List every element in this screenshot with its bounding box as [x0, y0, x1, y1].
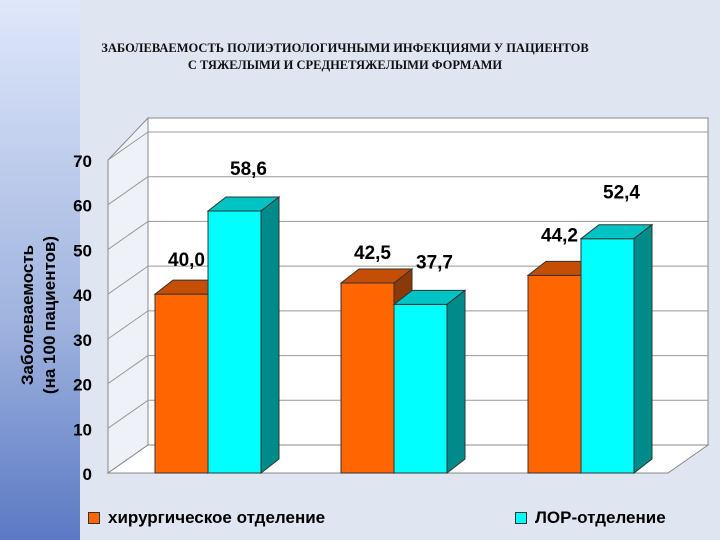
bar-s1-c1: [393, 303, 448, 474]
data-label-s1-c1: 37,7: [416, 252, 453, 273]
bar-side-s1-c0: [260, 195, 280, 475]
bar-s0-c1: [340, 282, 395, 474]
gridline-side-20: [107, 355, 149, 384]
bar-s0-c0: [154, 293, 209, 474]
bar-side-s1-c2: [633, 223, 653, 475]
data-label-s1-c0: 58,6: [230, 159, 267, 180]
y-tick-label-30: 30: [73, 331, 92, 350]
gridline-side-60: [107, 176, 149, 206]
bar-s1-c2: [580, 238, 635, 474]
gridline-side-70: [107, 131, 149, 161]
legend-swatch-surgery: [88, 512, 100, 524]
gridline-side-40: [107, 265, 149, 295]
bar-s0-c2: [527, 274, 582, 474]
chart-title: ЗАБОЛЕВАЕМОСТЬ ПОЛИЭТИОЛОГИЧНЫМИ ИНФЕКЦИ…: [20, 40, 670, 74]
data-label-s1-c2: 52,4: [603, 183, 640, 204]
legend-label-surgery: хирургическое отделение: [108, 508, 326, 527]
y-tick-label-50: 50: [73, 241, 92, 260]
left-decorative-band: [0, 0, 80, 540]
y-axis-title-line1: Заболеваемость: [18, 245, 37, 385]
gridline-side-30: [107, 310, 149, 340]
legend-item-ent: ЛОР-отделение: [515, 508, 666, 528]
chart-title-line1: ЗАБОЛЕВАЕМОСТЬ ПОЛИЭТИОЛОГИЧНЫМИ ИНФЕКЦИ…: [101, 41, 589, 55]
legend-item-surgery: хирургическое отделение: [88, 508, 325, 528]
legend-label-ent: ЛОР-отделение: [535, 508, 666, 527]
y-tick-label-40: 40: [73, 286, 92, 305]
gridline-side-10: [107, 399, 149, 429]
y-tick-label-70: 70: [73, 152, 92, 171]
chart-title-line2: С ТЯЖЕЛЫМИ И СРЕДНЕТЯЖЕЛЫМИ ФОРМАМИ: [187, 58, 503, 72]
bar-side-s1-c1: [446, 289, 466, 475]
data-label-s0-c0: 40,0: [168, 250, 205, 271]
chart-side-wall: [107, 116, 149, 474]
data-label-s0-c1: 42,5: [354, 243, 391, 264]
y-tick-label-10: 10: [73, 420, 92, 439]
y-tick-label-0: 0: [83, 465, 92, 484]
gridline-side-50: [107, 221, 149, 250]
bar-s1-c0: [207, 210, 262, 474]
y-axis-title-line2: (на 100 пациентов): [40, 236, 59, 394]
y-tick-label-60: 60: [73, 197, 92, 216]
legend: хирургическое отделение ЛОР-отделение: [0, 508, 720, 536]
legend-swatch-ent: [515, 512, 527, 524]
data-label-s0-c2: 44,2: [541, 225, 578, 246]
y-tick-label-20: 20: [73, 376, 92, 395]
